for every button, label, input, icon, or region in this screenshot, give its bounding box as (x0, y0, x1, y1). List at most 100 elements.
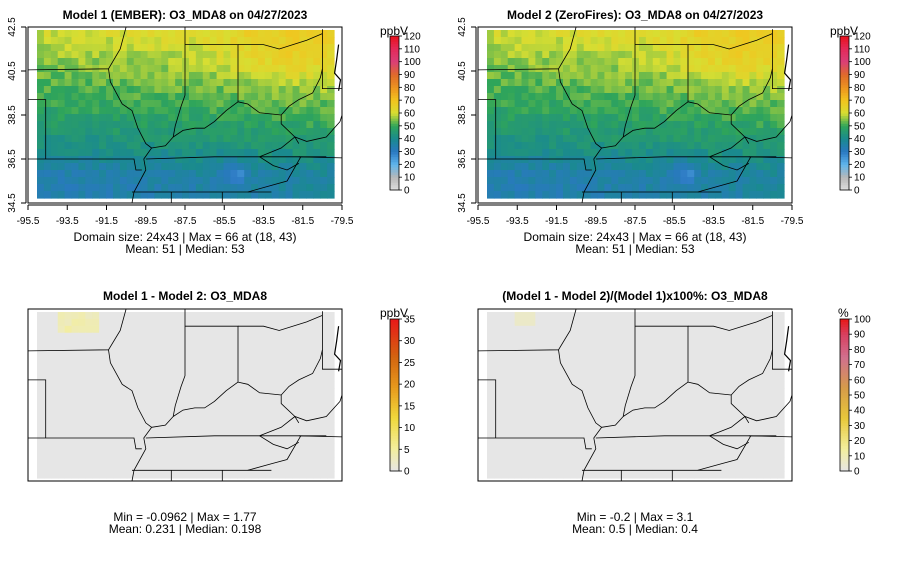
heatmap-cell (140, 135, 149, 143)
heatmap-cell (562, 149, 571, 157)
heatmap-cell (659, 128, 668, 136)
heatmap-cell (320, 374, 328, 382)
heatmap-cell (202, 436, 211, 445)
heatmap-cell (43, 191, 52, 199)
heatmap-cell (230, 312, 238, 320)
heatmap-cell (645, 163, 654, 171)
heatmap-cell (652, 51, 661, 59)
border-line (730, 395, 750, 424)
heatmap-cell (313, 170, 321, 178)
heatmap-cell (230, 325, 238, 334)
heatmap-cell (64, 395, 73, 403)
heatmap-cell (576, 381, 585, 389)
heatmap-cell (258, 191, 266, 199)
heatmap-cell (161, 422, 169, 431)
heatmap-cell (175, 339, 183, 348)
heatmap-cell (507, 149, 516, 157)
heatmap-cell (182, 415, 190, 424)
heatmap-cell (50, 415, 59, 424)
colorbar-tick-label: 35 (404, 315, 416, 326)
heatmap-cell (735, 353, 744, 362)
heatmap-cell (202, 332, 211, 341)
heatmap-cell (327, 121, 335, 129)
heatmap-cell (161, 429, 169, 438)
heatmap-cell (590, 58, 599, 66)
heatmap-cell (202, 142, 211, 150)
heatmap-cell (292, 30, 301, 38)
heatmap-cell (37, 360, 45, 368)
heatmap-cell (50, 37, 59, 45)
heatmap-cell (728, 156, 737, 164)
colorbar-tick-label: 20 (854, 436, 866, 447)
colorbar-segment (840, 123, 849, 127)
heatmap-cell (320, 37, 328, 45)
heatmap-cell (528, 318, 536, 327)
heatmap-cell (742, 332, 751, 341)
heatmap-cell (493, 191, 502, 199)
heatmap-cell (175, 374, 183, 382)
heatmap-cell (264, 374, 273, 382)
heatmap-cell (57, 51, 66, 59)
heatmap-cell (756, 339, 764, 348)
heatmap-cell (133, 191, 142, 199)
heatmap-cell (521, 156, 530, 164)
heatmap-cell (271, 121, 280, 129)
heatmap-cell (92, 415, 100, 424)
heatmap-cell (749, 177, 757, 185)
heatmap-cell (694, 107, 702, 115)
heatmap-cell (714, 353, 723, 362)
colorbar-segment (390, 468, 399, 472)
heatmap-cell (216, 443, 225, 451)
heatmap-cell (638, 374, 647, 382)
heatmap-cell (708, 457, 716, 465)
heatmap-cell (652, 142, 661, 150)
heatmap-cell (777, 184, 785, 192)
heatmap-cell (521, 177, 530, 185)
heatmap-cell (57, 457, 66, 465)
heatmap-cell (140, 100, 149, 108)
heatmap-cell (714, 312, 723, 320)
heatmap-cell (195, 360, 204, 368)
heatmap-cell (133, 408, 142, 417)
heatmap-cell (251, 72, 259, 80)
heatmap-cell (673, 191, 681, 199)
heatmap-cell (292, 353, 301, 362)
heatmap-cell (625, 312, 633, 320)
heatmap-cell (721, 429, 730, 438)
heatmap-cell (202, 191, 211, 199)
heatmap-cell (99, 312, 107, 320)
heatmap-cell (521, 464, 530, 472)
colorbar-segment (840, 130, 849, 135)
heatmap-cell (264, 135, 273, 143)
heatmap-cell (625, 107, 633, 115)
heatmap-cell (556, 93, 564, 101)
heatmap-cell (43, 135, 52, 143)
border-line (259, 121, 341, 158)
heatmap-cell (618, 51, 626, 59)
colorbar-segment (840, 77, 849, 81)
heatmap-cell (85, 170, 93, 178)
heatmap-cell (569, 401, 578, 410)
heatmap-cell (507, 100, 516, 108)
heatmap-cell (313, 436, 321, 445)
heatmap-cell (576, 142, 585, 150)
heatmap-cell (770, 107, 778, 115)
heatmap-cell (763, 339, 771, 348)
heatmap-cell (514, 395, 523, 403)
heatmap-cell (521, 443, 530, 451)
colorbar-segment (840, 146, 849, 150)
heatmap-cell (133, 93, 142, 101)
heatmap-cell (500, 401, 509, 410)
heatmap-cell (632, 353, 640, 362)
heatmap-cell (694, 128, 702, 136)
heatmap-cell (244, 107, 252, 115)
heatmap-cell (770, 51, 778, 59)
heatmap-cell (327, 58, 335, 66)
heatmap-cell (701, 457, 709, 465)
heatmap-cell (770, 163, 778, 171)
heatmap-cell (645, 443, 654, 451)
heatmap-cell (237, 353, 245, 362)
heatmap-cell (521, 86, 530, 94)
heatmap-cell (632, 436, 640, 445)
heatmap-cell (57, 415, 66, 424)
